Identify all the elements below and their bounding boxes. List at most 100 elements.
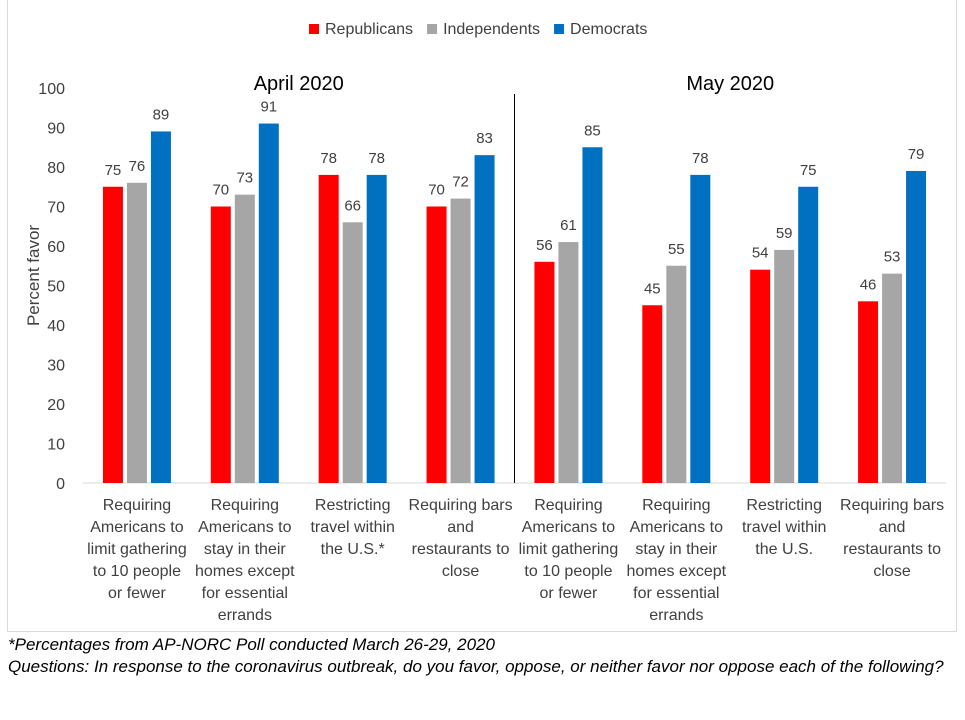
bar-independents xyxy=(774,249,795,483)
category-label: close xyxy=(873,563,910,580)
bar-republicans xyxy=(642,305,663,483)
category-label: for essential xyxy=(633,585,719,602)
bar-democrats xyxy=(150,131,171,483)
data-label: 83 xyxy=(476,130,493,147)
data-label: 53 xyxy=(884,249,901,266)
data-label: 55 xyxy=(668,241,685,258)
data-label: 79 xyxy=(908,146,925,163)
category-label: and xyxy=(447,519,474,536)
bar-independents xyxy=(126,182,147,484)
bar-republicans xyxy=(210,206,231,483)
category-label: Restricting xyxy=(746,497,822,514)
category-label: to 10 people xyxy=(524,563,612,580)
category-label: errands xyxy=(218,607,272,624)
y-tick-label: 90 xyxy=(47,121,65,138)
data-label: 54 xyxy=(752,245,769,262)
group-label: May 2020 xyxy=(686,73,774,95)
bar-independents xyxy=(666,265,687,483)
bar-republicans xyxy=(318,174,339,483)
category-label: limit gathering xyxy=(519,541,619,558)
category-label: and xyxy=(879,519,906,536)
data-label: 61 xyxy=(560,217,577,234)
category-label: errands xyxy=(649,607,703,624)
y-tick-label: 0 xyxy=(56,476,65,493)
bar-chart: Percent favor 0 10 20 30 40 50 60 70 80 90 100 April… xyxy=(24,21,946,624)
bar-democrats xyxy=(258,123,279,484)
bar-republicans xyxy=(858,301,879,483)
data-label: 72 xyxy=(452,174,469,191)
category-label: Requiring xyxy=(534,497,602,514)
y-tick-label: 70 xyxy=(47,200,65,217)
bar-republicans xyxy=(534,261,555,483)
y-tick-label: 100 xyxy=(38,81,65,98)
bar-democrats xyxy=(474,155,495,483)
legend-label: Independents xyxy=(443,21,540,38)
chart-notes: *Percentages from AP-NORC Poll conducted… xyxy=(8,634,958,678)
group-label: April 2020 xyxy=(254,73,344,95)
data-label: 91 xyxy=(260,99,277,116)
data-label: 66 xyxy=(344,197,361,214)
category-label: Requiring xyxy=(103,497,171,514)
data-label: 59 xyxy=(776,225,793,242)
y-tick-label: 20 xyxy=(47,397,65,414)
data-label: 89 xyxy=(153,106,170,123)
legend-swatch-democrats xyxy=(554,24,565,34)
chart-frame: Percent favor 0 10 20 30 40 50 60 70 80 90 100 April… xyxy=(7,0,957,632)
category-label: travel within xyxy=(742,519,826,536)
bar-independents xyxy=(882,273,903,483)
category-label: Americans to xyxy=(90,519,183,536)
y-tick-label: 60 xyxy=(47,239,65,256)
bar-republicans xyxy=(102,186,123,483)
category-label: Americans to xyxy=(630,519,723,536)
category-label: for essential xyxy=(202,585,288,602)
data-label: 70 xyxy=(428,182,445,199)
category-label: restaurants to xyxy=(843,541,941,558)
category-label: homes except xyxy=(627,563,727,580)
data-label: 56 xyxy=(536,237,553,254)
bar-independents xyxy=(342,222,363,484)
bar-independents xyxy=(558,242,579,483)
y-tick-label: 80 xyxy=(47,160,65,177)
category-label: Requiring bars xyxy=(409,497,513,514)
data-label: 46 xyxy=(860,276,877,293)
legend-swatch-republicans xyxy=(309,24,319,34)
category-label: Americans to xyxy=(198,519,291,536)
category-label: Requiring xyxy=(642,497,710,514)
bar-democrats xyxy=(690,174,711,483)
data-label: 73 xyxy=(236,170,253,187)
data-label: 75 xyxy=(800,162,817,179)
category-label: limit gathering xyxy=(87,541,187,558)
bar-republicans xyxy=(750,269,771,483)
legend-label: Republicans xyxy=(325,21,413,38)
category-label: homes except xyxy=(195,563,295,580)
footnote: *Percentages from AP-NORC Poll conducted… xyxy=(8,635,495,654)
bar-republicans xyxy=(426,206,447,483)
category-label: the U.S.* xyxy=(321,541,385,558)
data-label: 78 xyxy=(368,150,385,167)
y-tick-label: 30 xyxy=(47,358,65,375)
bar-independents xyxy=(450,198,471,483)
data-label: 78 xyxy=(692,150,709,167)
y-tick-label: 10 xyxy=(47,437,65,454)
legend-swatch-independents xyxy=(427,24,438,34)
category-label: stay in their xyxy=(635,541,717,558)
category-label: Requiring xyxy=(211,497,279,514)
category-label: the U.S. xyxy=(755,541,813,558)
y-tick-label: 40 xyxy=(47,318,65,335)
category-label: travel within xyxy=(310,519,394,536)
data-label: 45 xyxy=(644,280,661,297)
data-label: 70 xyxy=(212,182,229,199)
category-label: Requiring bars xyxy=(840,497,944,514)
y-axis-label: Percent favor xyxy=(24,225,43,326)
category-label: or fewer xyxy=(540,585,598,602)
category-label: or fewer xyxy=(108,585,166,602)
bar-democrats xyxy=(906,170,927,483)
category-label: Americans to xyxy=(522,519,615,536)
bar-independents xyxy=(234,194,255,483)
questions-note: Questions: In response to the coronaviru… xyxy=(8,657,944,676)
category-label: restaurants to xyxy=(412,541,510,558)
data-label: 78 xyxy=(320,150,337,167)
data-label: 75 xyxy=(105,162,122,179)
data-label: 76 xyxy=(129,158,146,175)
legend-label: Democrats xyxy=(570,21,647,38)
